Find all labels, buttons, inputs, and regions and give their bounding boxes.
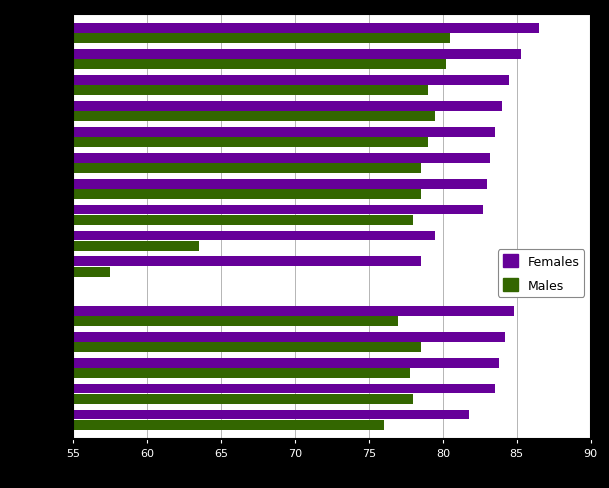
Bar [73, 317, 398, 326]
Bar [73, 60, 446, 70]
Bar [73, 231, 435, 241]
Bar [73, 127, 495, 137]
Bar [73, 102, 502, 111]
Bar [73, 24, 539, 34]
Bar [73, 164, 421, 174]
Bar [73, 112, 435, 122]
Bar [73, 394, 414, 404]
Bar [73, 267, 110, 277]
Bar [73, 384, 495, 394]
Bar [73, 306, 514, 316]
Bar [73, 242, 199, 251]
Bar [73, 34, 450, 44]
Bar [73, 368, 410, 378]
Bar [73, 358, 499, 368]
Bar [73, 50, 521, 60]
Bar [73, 343, 421, 352]
Bar [73, 332, 505, 342]
Bar [73, 190, 421, 200]
Bar [73, 205, 483, 215]
Bar [73, 410, 470, 420]
Bar [73, 257, 421, 267]
Bar [73, 86, 428, 96]
Bar [73, 153, 490, 163]
Bar [73, 138, 428, 148]
Bar [73, 76, 509, 85]
Legend: Females, Males: Females, Males [498, 250, 585, 297]
Bar [73, 420, 384, 430]
Bar [73, 216, 414, 225]
Bar [73, 179, 487, 189]
